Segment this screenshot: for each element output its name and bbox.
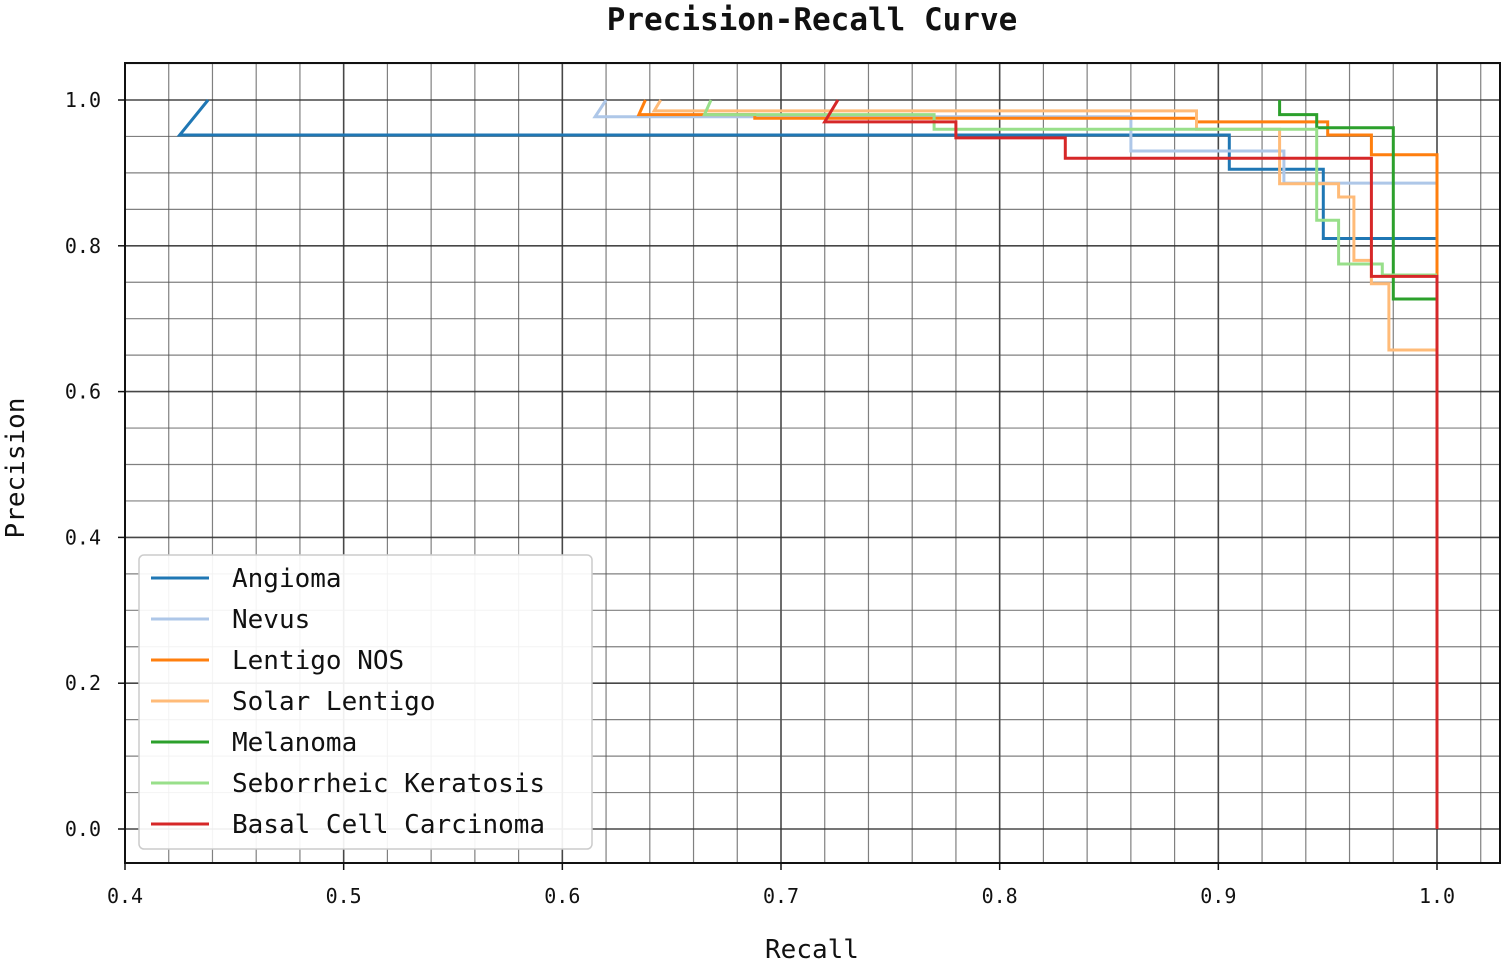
series-line-angioma [176, 99, 1437, 240]
y-tick-label: 0.8 [65, 234, 101, 258]
x-tick-label: 0.7 [763, 884, 799, 908]
x-tick-label: 0.9 [1200, 884, 1236, 908]
y-tick-label: 0.4 [65, 525, 101, 549]
legend-box [138, 554, 593, 850]
legend-label: Angioma [232, 564, 342, 594]
y-tick-label: 0.6 [65, 380, 101, 404]
y-tick-label: 0.2 [65, 671, 101, 695]
x-tick-label: 0.8 [982, 884, 1018, 908]
y-tick-label: 0.0 [65, 817, 101, 841]
series-line-seborrheic-keratosis [702, 99, 1437, 277]
y-tick-label: 1.0 [65, 88, 101, 112]
plot-frame [124, 62, 1501, 864]
x-axis-label: Recall [765, 935, 859, 965]
y-axis-label: Precision [1, 398, 31, 539]
ticks: 0.4 0.5 0.6 0.7 0.8 0.9 1.0 0.0 0.2 0.4 0.6 0.8 1.0 [65, 88, 1455, 908]
series-line-basal-cell-carcinoma [822, 99, 1439, 829]
legend-label: Basal Cell Carcinoma [232, 810, 545, 840]
legend: Angioma Nevus Lentigo NOS Solar Lentigo Mela… [138, 554, 593, 850]
x-tick-label: 0.4 [107, 884, 143, 908]
legend-label: Solar Lentigo [232, 687, 436, 717]
legend-label: Seborrheic Keratosis [232, 769, 545, 799]
legend-label: Lentigo NOS [232, 646, 404, 676]
x-tick-label: 0.5 [326, 884, 362, 908]
chart-title: Precision-Recall Curve [607, 2, 1018, 38]
series-lines [176, 99, 1439, 829]
legend-label: Melanoma [232, 728, 357, 758]
x-tick-label: 0.6 [544, 884, 580, 908]
x-tick-label: 1.0 [1419, 884, 1455, 908]
series-line-solar-lentigo [651, 99, 1437, 352]
legend-label: Nevus [232, 605, 310, 635]
